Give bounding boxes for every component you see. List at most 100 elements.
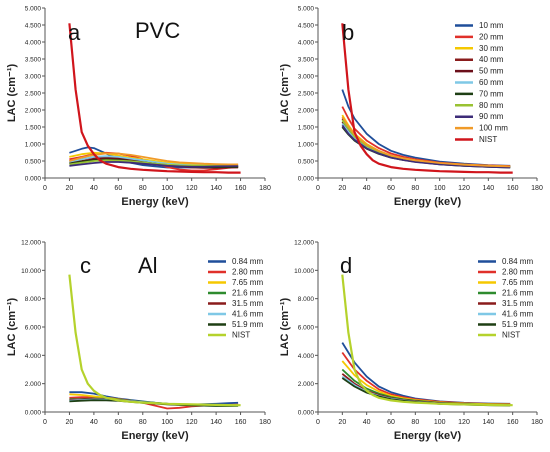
x-tick-label: 80: [139, 185, 147, 192]
y-tick-label: 2.500: [298, 91, 315, 98]
y-tick-label: 3.500: [298, 57, 315, 64]
x-tick-label: 180: [259, 185, 271, 192]
x-axis-title: Energy (keV): [394, 196, 462, 208]
y-tick-label: 10.000: [294, 268, 314, 275]
series-line-90-mm: [341, 124, 511, 169]
panel-letter: d: [340, 253, 352, 278]
x-tick-label: 0: [43, 419, 47, 426]
legend-label: 70 mm: [479, 89, 504, 98]
x-tick-label: 160: [507, 419, 519, 426]
legend-label: 51.9 mm: [502, 320, 533, 329]
legend-label: 40 mm: [479, 55, 504, 64]
chart-panel-c: 0.000 2.000 4.000 6.000 8.000 10.000 12.000 0 20…: [6, 240, 271, 443]
y-tick-label: 2.000: [25, 381, 42, 388]
x-tick-label: 20: [66, 419, 74, 426]
x-tick-label: 100: [161, 185, 173, 192]
y-tick-label: 4.500: [25, 23, 42, 30]
y-axis-title: LAC (cm⁻¹): [279, 63, 291, 122]
y-tick-label: 4.000: [298, 40, 315, 47]
x-tick-label: 120: [186, 419, 198, 426]
y-tick-label: 2.000: [298, 108, 315, 115]
x-tick-label: 80: [139, 419, 147, 426]
x-tick-label: 40: [363, 419, 371, 426]
legend-label: 31.5 mm: [502, 299, 533, 308]
y-tick-label: 3.000: [25, 74, 42, 81]
x-tick-label: 180: [259, 419, 271, 426]
series-line-80-mm: [69, 159, 239, 167]
legend-label: 7.65 mm: [232, 278, 263, 287]
chart-panel-d: 0.000 2.000 4.000 6.000 8.000 10.000 12.000 0 20…: [279, 240, 543, 443]
panel-letter: c: [80, 253, 91, 278]
x-tick-label: 0: [316, 419, 320, 426]
legend: 10 mm 20 mm 30 mm 40 mm 50 mm 60 mm 70 mm 80 mm…: [455, 21, 508, 144]
legend-label: 2.80 mm: [232, 268, 263, 277]
y-axis-title: LAC (cm⁻¹): [279, 297, 291, 356]
series-line-NIST: [341, 274, 513, 407]
legend-label: 21.6 mm: [232, 289, 263, 298]
y-tick-label: 5.000: [298, 6, 315, 13]
panel-letter: a: [68, 20, 81, 45]
legend-label: NIST: [479, 135, 497, 144]
x-tick-label: 20: [338, 419, 346, 426]
y-axis-title: LAC (cm⁻¹): [6, 63, 18, 122]
y-tick-label: 10.000: [21, 268, 41, 275]
x-tick-label: 160: [507, 185, 519, 192]
x-tick-label: 40: [90, 419, 98, 426]
y-axis-title: LAC (cm⁻¹): [6, 297, 18, 356]
x-tick-label: 180: [531, 419, 543, 426]
x-axis-title: Energy (keV): [394, 430, 462, 442]
x-tick-label: 80: [411, 185, 419, 192]
x-tick-label: 140: [210, 419, 222, 426]
x-tick-label: 40: [90, 185, 98, 192]
legend-label: 41.6 mm: [502, 310, 533, 319]
y-tick-label: 1.500: [25, 125, 42, 132]
x-tick-label: 20: [338, 185, 346, 192]
y-tick-label: 1.000: [298, 142, 315, 149]
x-tick-label: 40: [363, 185, 371, 192]
y-tick-label: 4.000: [25, 353, 42, 360]
x-tick-label: 60: [387, 185, 395, 192]
y-tick-label: 0.500: [298, 159, 315, 166]
x-tick-label: 0: [43, 185, 47, 192]
y-tick-label: 8.000: [298, 296, 315, 303]
y-tick-label: 0.000: [25, 176, 42, 183]
x-tick-label: 140: [482, 185, 494, 192]
y-tick-label: 6.000: [298, 325, 315, 332]
x-tick-label: 60: [114, 419, 122, 426]
legend-label: 7.65 mm: [502, 278, 533, 287]
chart-panel-a: 0.000 0.500 1.000 1.500 2.000 2.500 3.000 3.500…: [6, 6, 271, 209]
panel-title: Al: [138, 253, 158, 278]
x-axis-title: Energy (keV): [121, 196, 189, 208]
y-tick-label: 4.500: [298, 23, 315, 30]
series-line-NIST: [68, 23, 241, 174]
legend-label: 0.84 mm: [502, 257, 533, 266]
y-tick-label: 12.000: [21, 240, 41, 247]
series-line-100-mm: [341, 116, 511, 168]
x-tick-label: 0: [316, 185, 320, 192]
y-tick-label: 0.500: [25, 159, 42, 166]
x-tick-label: 140: [210, 185, 222, 192]
legend-label: 90 mm: [479, 112, 504, 121]
y-tick-label: 1.500: [298, 125, 315, 132]
x-tick-label: 160: [235, 419, 247, 426]
x-axis-title: Energy (keV): [121, 430, 189, 442]
x-tick-label: 60: [114, 185, 122, 192]
legend-label: 100 mm: [479, 124, 508, 133]
x-tick-label: 120: [458, 419, 470, 426]
x-tick-label: 100: [434, 419, 446, 426]
series-line-0_84-mm: [341, 342, 511, 405]
panel-title: PVC: [135, 18, 180, 43]
x-tick-label: 180: [531, 185, 543, 192]
legend-label: 41.6 mm: [232, 310, 263, 319]
y-tick-label: 4.000: [25, 40, 42, 47]
legend-label: NIST: [502, 331, 520, 340]
x-tick-label: 100: [434, 185, 446, 192]
y-tick-label: 8.000: [25, 296, 42, 303]
legend-label: 21.6 mm: [502, 289, 533, 298]
x-tick-label: 140: [482, 419, 494, 426]
series-line-90-mm: [69, 161, 239, 168]
series-line-NIST: [68, 274, 241, 407]
